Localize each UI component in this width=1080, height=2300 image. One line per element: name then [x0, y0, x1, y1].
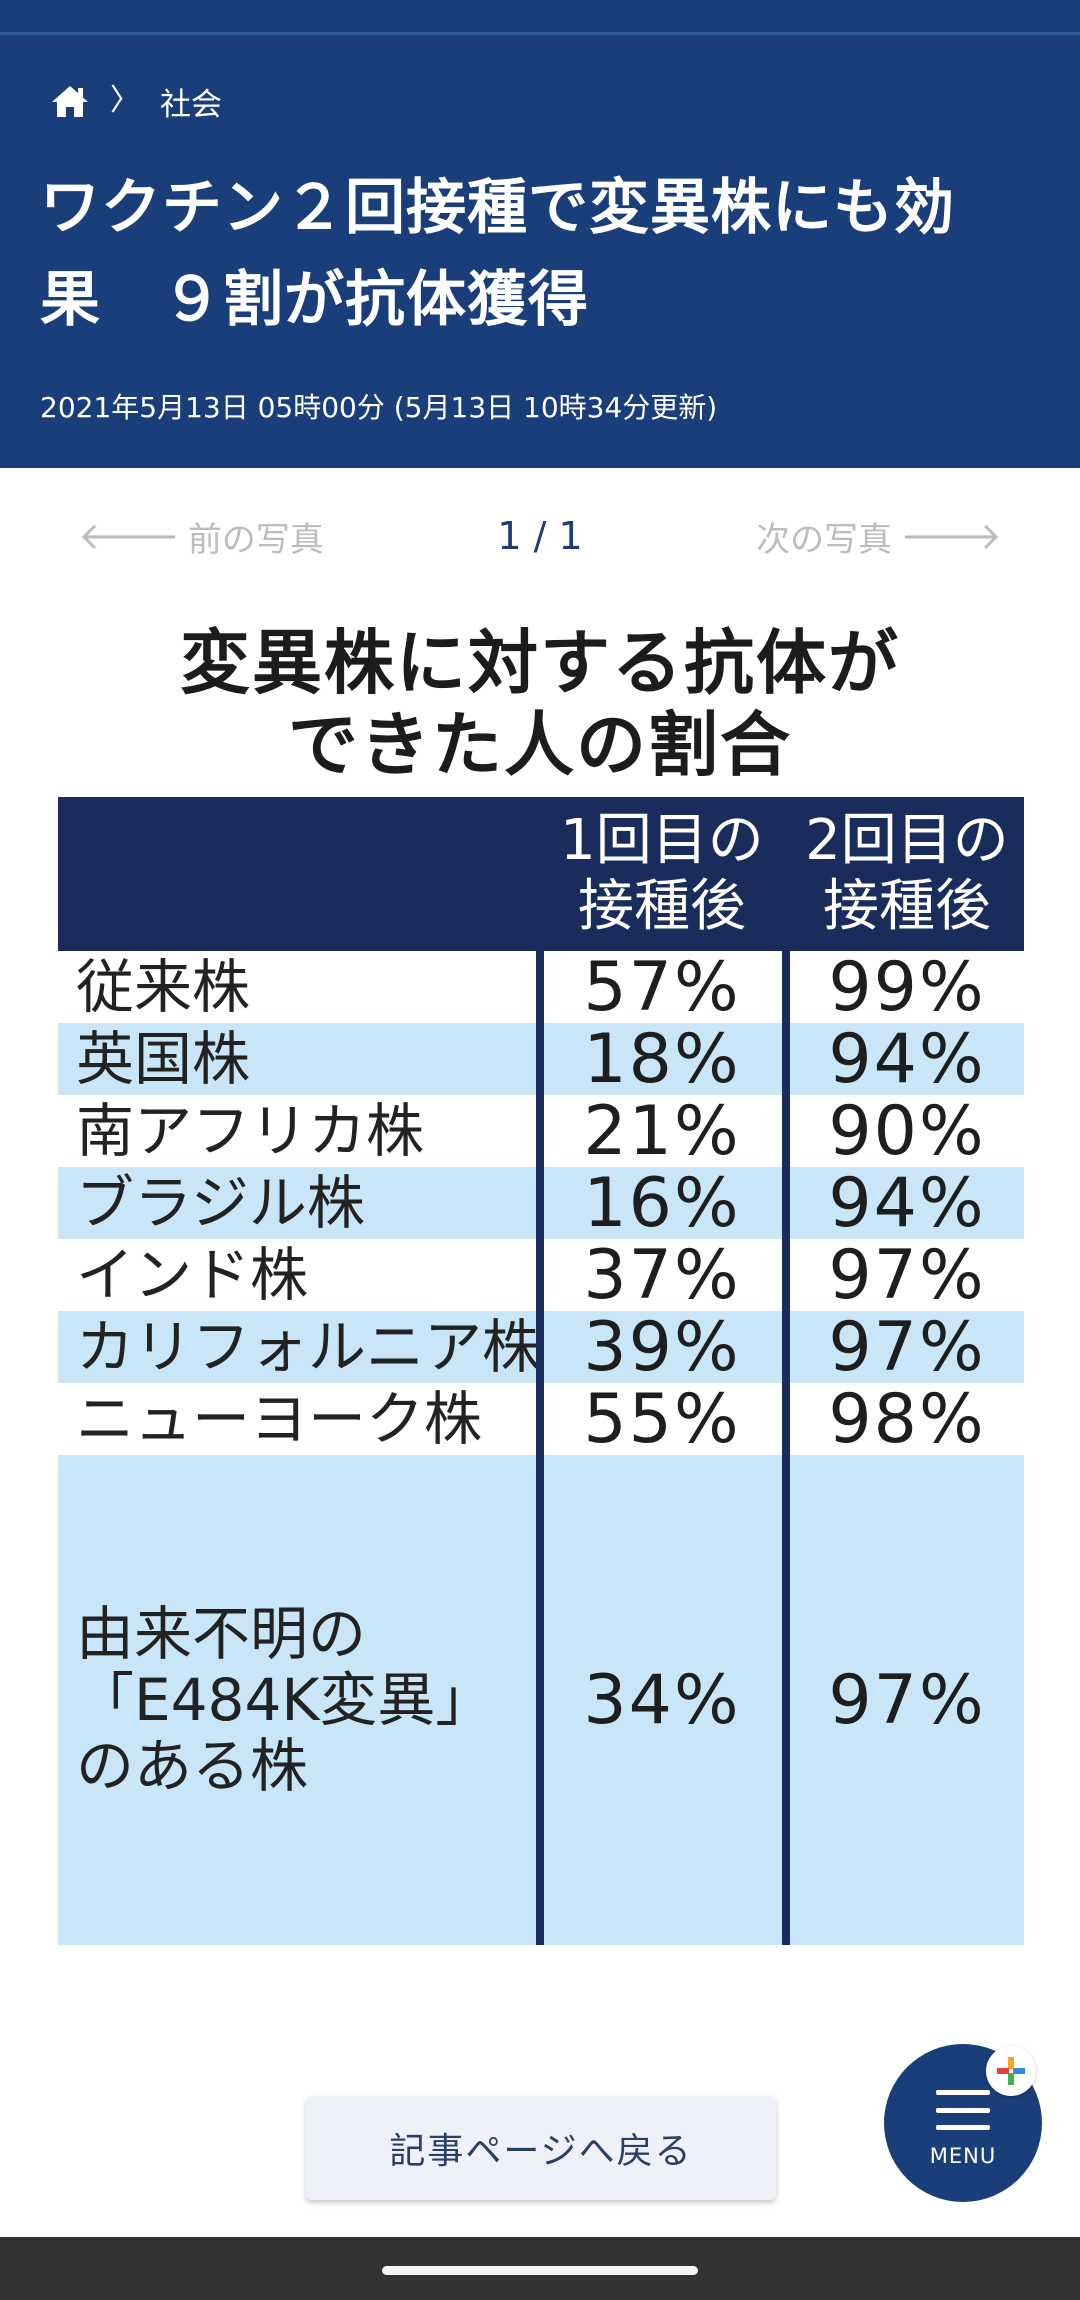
- variant-name: ブラジル株: [76, 1167, 365, 1239]
- column-divider: [536, 951, 544, 1945]
- page-title: ワクチン２回接種で変異株にも効 果 ９割が抗体獲得: [40, 162, 1040, 346]
- dose1-value: 57%: [583, 947, 741, 1027]
- dose1-value: 16%: [583, 1163, 741, 1243]
- arrow-right-icon: 🡒: [900, 514, 1002, 558]
- variant-name: インド株: [76, 1239, 308, 1311]
- column-header-line: 接種後: [823, 874, 991, 939]
- dose1-value: 37%: [583, 1235, 741, 1315]
- menu-label: MENU: [929, 2144, 997, 2168]
- menu-button[interactable]: MENU: [884, 2044, 1042, 2202]
- next-photo-button[interactable]: 次の写真 🡒: [756, 504, 1002, 568]
- page-title-line: ワクチン２回接種で変異株にも効: [40, 173, 955, 243]
- table-header: 1回目の 接種後 2回目の 接種後: [58, 797, 1024, 951]
- column-divider: [782, 951, 790, 1945]
- dose1-value: 18%: [583, 1019, 741, 1099]
- variant-name-line: 「E484K変異」: [76, 1666, 494, 1734]
- column-header-line: 1回目の: [560, 808, 764, 873]
- arrow-left-icon: 🡐: [78, 514, 180, 558]
- variant-name: 従来株: [76, 951, 250, 1023]
- infographic-title-line: できた人の割合: [288, 704, 792, 786]
- system-navigation-bar: [0, 2237, 1080, 2300]
- prev-photo-button[interactable]: 🡐 前の写真: [78, 504, 324, 568]
- plus-badge: [986, 2046, 1036, 2096]
- infographic-title: 変異株に対する抗体が できた人の割合: [0, 622, 1080, 786]
- page-title-line: 果 ９割が抗体獲得: [40, 265, 589, 335]
- dose2-value: 99%: [828, 947, 986, 1027]
- dose1-value: 21%: [583, 1091, 741, 1171]
- variant-name: ニューヨーク株: [76, 1383, 482, 1455]
- dose2-value: 97%: [828, 1235, 986, 1315]
- antibody-table: 1回目の 接種後 2回目の 接種後 従来株 57% 99% 英国株 18% 94…: [58, 797, 1024, 1945]
- variant-name-line: のある株: [76, 1732, 309, 1800]
- dose2-value: 97%: [828, 1307, 986, 1387]
- variant-name-line: インド株: [76, 1241, 309, 1309]
- dose1-value: 39%: [583, 1307, 741, 1387]
- variant-name-line: 従来株: [76, 953, 251, 1021]
- dose2-value: 98%: [828, 1379, 986, 1459]
- dose2-value: 97%: [828, 1660, 986, 1740]
- variant-name-line: 由来不明の: [76, 1600, 367, 1668]
- column-header-line: 接種後: [578, 874, 746, 939]
- next-photo-label: 次の写真: [756, 519, 893, 560]
- column-header-line: 2回目の: [805, 808, 1009, 873]
- home-gesture-bar[interactable]: [382, 2266, 698, 2275]
- variant-name-line: 南アフリカ株: [76, 1097, 425, 1165]
- variant-name: 南アフリカ株: [76, 1095, 424, 1167]
- hamburger-icon: [936, 2090, 990, 2130]
- header-divider: [0, 32, 1080, 35]
- dose2-value: 90%: [828, 1091, 986, 1171]
- column-header-dose1: 1回目の 接種後: [542, 797, 782, 951]
- variant-name-line: カリフォルニア株: [76, 1313, 541, 1381]
- variant-name: カリフォルニア株: [76, 1311, 540, 1383]
- plus-icon: [997, 2057, 1025, 2085]
- variant-name-line: ニューヨーク株: [76, 1385, 483, 1453]
- variant-name: 由来不明の 「E484K変異」 のある株: [76, 1455, 493, 1945]
- photo-pager: 1 / 1: [497, 514, 583, 558]
- dose2-value: 94%: [828, 1019, 986, 1099]
- breadcrumb-separator: 〉: [110, 83, 140, 118]
- breadcrumb: 〉 社会: [50, 76, 222, 126]
- back-to-article-button[interactable]: 記事ページへ戻る: [306, 2096, 776, 2200]
- prev-photo-label: 前の写真: [187, 519, 324, 560]
- dose1-value: 34%: [583, 1660, 741, 1740]
- article-timestamp: 2021年5月13日 05時00分 (5月13日 10時34分更新): [40, 391, 718, 424]
- photo-navigation: 🡐 前の写真 1 / 1 次の写真 🡒: [0, 504, 1080, 568]
- dose2-value: 94%: [828, 1163, 986, 1243]
- article-header: 〉 社会 ワクチン２回接種で変異株にも効 果 ９割が抗体獲得 2021年5月13…: [0, 0, 1080, 468]
- column-header-dose2: 2回目の 接種後: [790, 797, 1024, 951]
- breadcrumb-category-link[interactable]: 社会: [160, 86, 222, 123]
- variant-name-line: 英国株: [76, 1025, 251, 1093]
- home-icon[interactable]: [50, 83, 90, 119]
- dose1-value: 55%: [583, 1379, 741, 1459]
- infographic-image: 変異株に対する抗体が できた人の割合 1回目の 接種後 2回目の 接種後 従来株…: [0, 600, 1080, 1960]
- variant-name-line: ブラジル株: [76, 1169, 365, 1237]
- infographic-title-line: 変異株に対する抗体が: [180, 622, 900, 704]
- variant-name: 英国株: [76, 1023, 250, 1095]
